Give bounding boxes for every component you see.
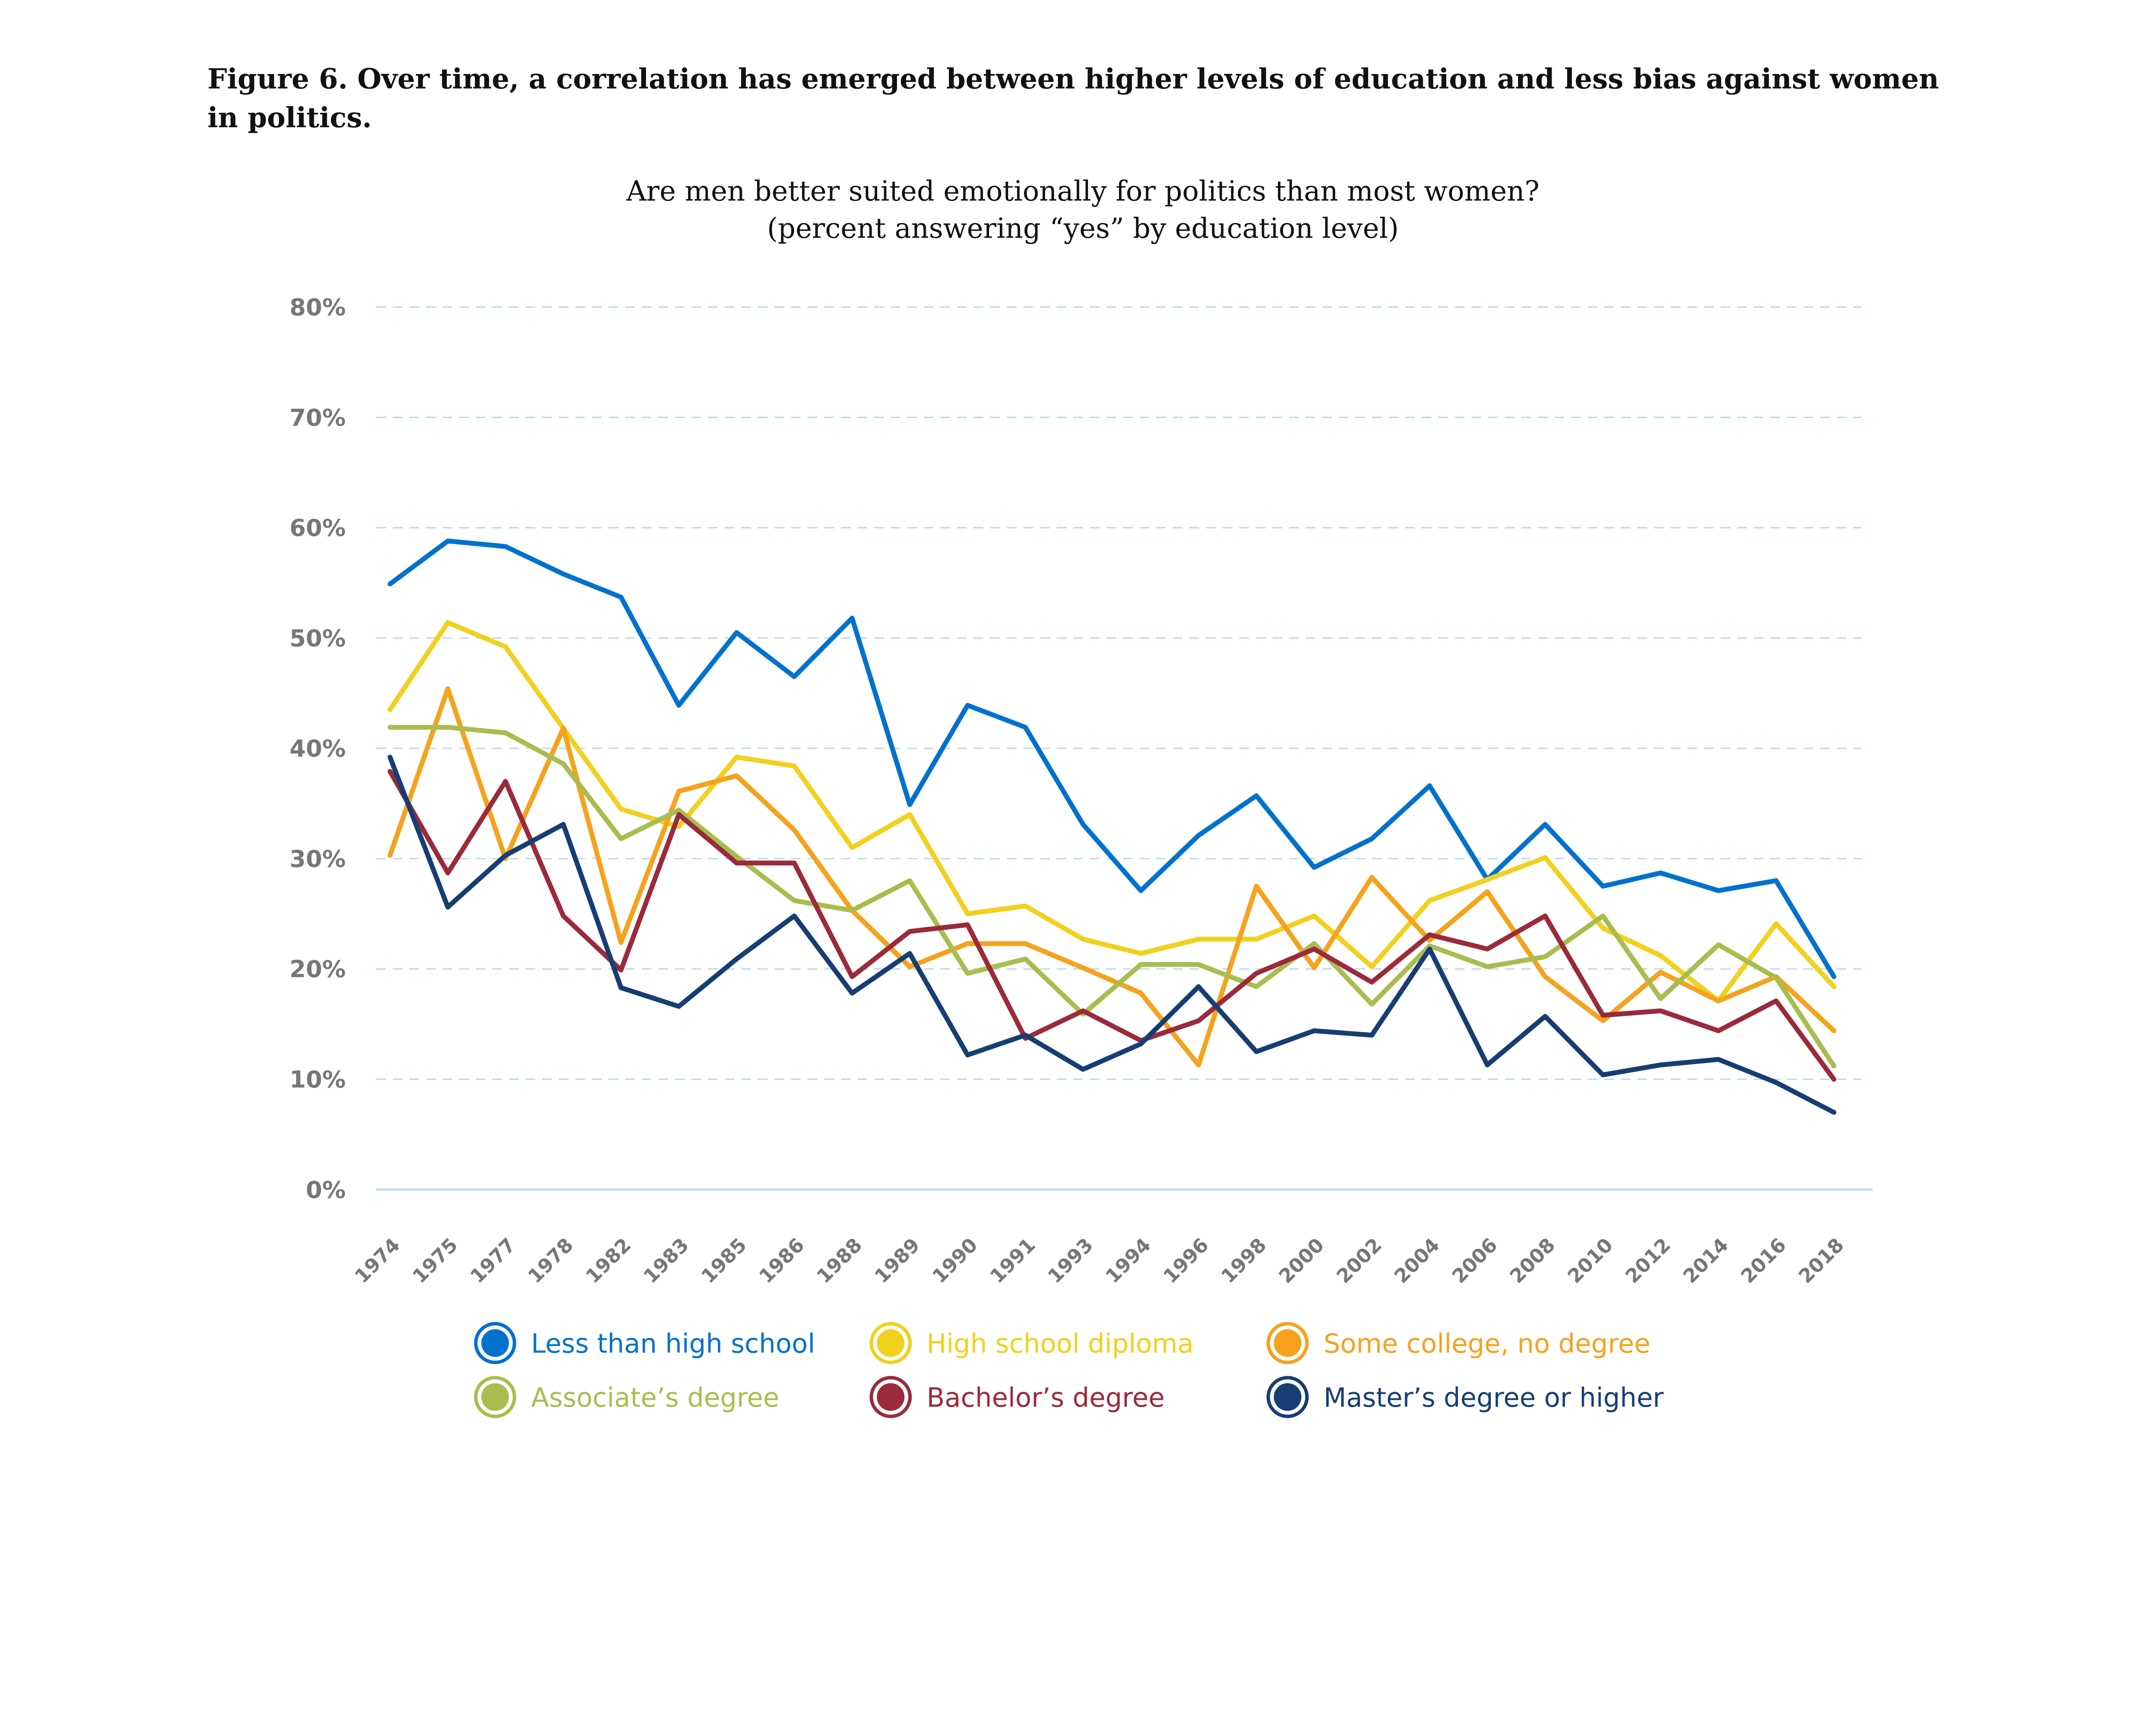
x-tick-label: 1978 [523, 1234, 578, 1288]
legend-item: Some college, no degree [1266, 1322, 1651, 1365]
legend-marker-fill [481, 1383, 509, 1411]
gridlines [376, 306, 1873, 1191]
legend-marker-icon [869, 1376, 912, 1418]
x-tick-label: 1974 [350, 1234, 405, 1288]
series-line-4 [387, 724, 1837, 1069]
legend-item: Associate’s degree [474, 1376, 779, 1418]
y-tick-label: 10% [290, 1066, 346, 1093]
series-line-1 [387, 538, 1837, 979]
x-tick-label: 1991 [986, 1234, 1040, 1288]
legend-label: Some college, no degree [1323, 1329, 1650, 1359]
x-tick-label: 2006 [1447, 1234, 1502, 1288]
y-tick-label: 50% [290, 624, 346, 652]
y-tick-label: 80% [290, 294, 346, 321]
x-tick-label: 2002 [1332, 1234, 1386, 1288]
series-line-6 [387, 755, 1837, 1115]
legend-label: Less than high school [531, 1329, 815, 1359]
x-tick-label: 2010 [1563, 1234, 1617, 1288]
x-tick-label: 1994 [1101, 1234, 1155, 1288]
legend-item: Bachelor’s degree [869, 1376, 1165, 1418]
legend-label: Associate’s degree [531, 1383, 779, 1413]
legend-marker-fill [1274, 1329, 1302, 1357]
plot-area [387, 538, 1837, 1115]
legend: Less than high school High school diploma… [474, 1322, 1664, 1418]
legend-marker-icon [474, 1376, 516, 1418]
figure-title-line-2: in politics. [207, 102, 372, 134]
series-line-5 [387, 769, 1837, 1082]
x-tick-label: 2014 [1679, 1234, 1733, 1288]
legend-marker-fill [877, 1383, 905, 1411]
x-tick-label: 2000 [1274, 1234, 1329, 1288]
y-axis: 0% 10% 20% 30% 40% 50% 60% 70% 80% [290, 294, 346, 1204]
legend-label: Bachelor’s degree [927, 1383, 1165, 1413]
x-tick-label: 1988 [812, 1234, 866, 1288]
x-tick-label: 1990 [928, 1234, 982, 1288]
legend-marker-fill [481, 1329, 509, 1357]
x-tick-label: 2012 [1621, 1234, 1675, 1288]
chart-title: Are men better suited emotionally for po… [626, 175, 1540, 207]
x-tick-label: 1977 [466, 1234, 520, 1288]
figure-title-line-1: Figure 6. Over time, a correlation has e… [207, 63, 1939, 96]
y-tick-label: 40% [290, 735, 346, 762]
x-tick-label: 1975 [408, 1234, 462, 1288]
x-tick-label: 2018 [1794, 1234, 1848, 1288]
legend-label: High school diploma [927, 1329, 1193, 1359]
y-tick-label: 20% [290, 955, 346, 983]
legend-marker-icon [474, 1322, 516, 1365]
legend-label: Master’s degree or higher [1323, 1383, 1664, 1413]
legend-item: High school diploma [869, 1322, 1193, 1365]
x-tick-label: 2016 [1736, 1234, 1790, 1288]
series-line-3 [387, 686, 1837, 1068]
x-tick-label: 1989 [870, 1234, 924, 1288]
chart-subtitle: (percent answering “yes” by education le… [767, 213, 1399, 245]
series-line-2 [387, 620, 1837, 1003]
x-tick-label: 1986 [754, 1234, 809, 1288]
legend-item: Master’s degree or higher [1266, 1376, 1664, 1418]
y-tick-label: 30% [290, 845, 346, 873]
x-tick-label: 1983 [639, 1234, 693, 1288]
x-tick-label: 2008 [1505, 1234, 1559, 1288]
x-tick-label: 1985 [697, 1234, 751, 1288]
legend-marker-icon [869, 1322, 912, 1365]
chart: Figure 6. Over time, a correlation has e… [207, 63, 1939, 1418]
legend-marker-icon [1266, 1322, 1309, 1365]
legend-marker-fill [877, 1329, 905, 1357]
x-tick-label: 1993 [1043, 1234, 1098, 1288]
legend-item: Less than high school [474, 1322, 815, 1365]
legend-marker-fill [1274, 1383, 1302, 1411]
x-tick-label: 1982 [581, 1234, 635, 1288]
x-axis: 1974 1975 1977 1978 1982 1983 1985 1986 1988 1989… [350, 1234, 1849, 1288]
x-tick-label: 1998 [1217, 1234, 1271, 1288]
x-tick-label: 1996 [1159, 1234, 1213, 1288]
y-tick-label: 0% [306, 1176, 346, 1204]
legend-marker-icon [1266, 1376, 1309, 1418]
y-tick-label: 60% [290, 514, 346, 542]
x-tick-label: 2004 [1390, 1234, 1444, 1288]
y-tick-label: 70% [290, 404, 346, 431]
